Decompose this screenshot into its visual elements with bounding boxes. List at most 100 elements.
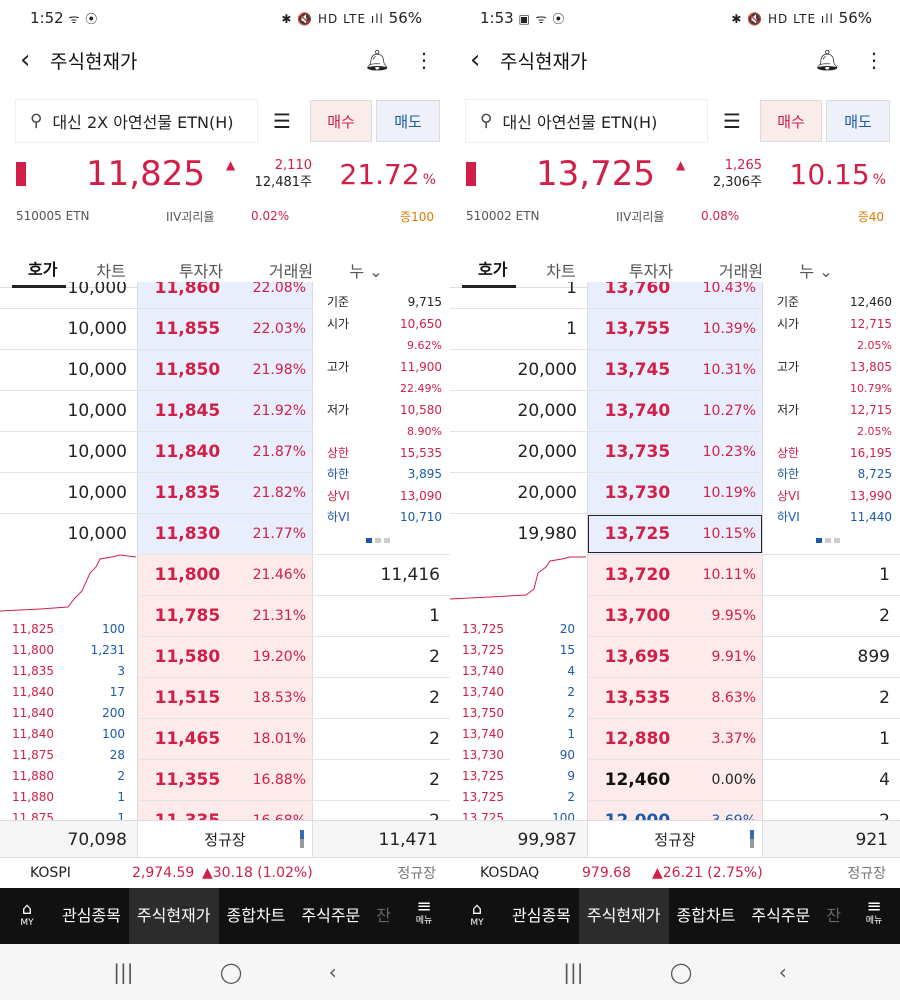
ask-row[interactable]: 10,000 11,845 21.92% bbox=[0, 391, 450, 432]
ask-price-cell[interactable]: 13,755 10.39% bbox=[587, 309, 763, 349]
nav-menu[interactable]: ≡ 메뉴 bbox=[398, 888, 450, 944]
home-button-icon[interactable]: ◯ bbox=[669, 960, 693, 984]
stock-search-input[interactable]: ⚲ 대신 아연선물 ETN(H) bbox=[465, 99, 708, 143]
bid-row[interactable]: 11,355 16.88% 2 bbox=[0, 760, 450, 801]
nav-balance[interactable]: 잔 bbox=[826, 906, 842, 925]
nav-current-price[interactable]: 주식현재가 bbox=[128, 888, 219, 944]
ask-row[interactable]: 19,980 13,725 10.15% bbox=[450, 514, 900, 555]
nav-watchlist[interactable]: 관심종목 bbox=[512, 906, 571, 925]
stock-search-input[interactable]: ⚲ 대신 2X 아연선물 ETN(H) bbox=[15, 99, 258, 143]
nav-order[interactable]: 주식주문 bbox=[751, 906, 811, 925]
market-index-bar[interactable]: KOSDAQ 979.68 ▲26.21 (2.75%) 정규장 bbox=[450, 858, 900, 888]
recent-apps-icon[interactable]: ||| bbox=[113, 960, 134, 984]
recent-apps-icon[interactable]: ||| bbox=[563, 960, 584, 984]
ask-row[interactable]: 20,000 13,735 10.23% bbox=[450, 432, 900, 473]
bid-price-cell[interactable]: 11,465 18.01% bbox=[137, 719, 313, 759]
sell-button[interactable]: 매도 bbox=[376, 100, 440, 142]
ask-price-cell[interactable]: 13,760 10.43% bbox=[587, 282, 763, 308]
nav-chart[interactable]: 종합차트 bbox=[676, 906, 736, 925]
tab-more[interactable]: 누 ⌄ bbox=[786, 258, 846, 282]
nav-balance[interactable]: 잔 bbox=[376, 906, 392, 925]
ask-price-cell[interactable]: 13,735 10.23% bbox=[587, 432, 763, 472]
bid-row[interactable]: 13,720 10.11% 1 bbox=[450, 555, 900, 596]
stock-list-icon[interactable]: ☰ bbox=[723, 109, 741, 133]
nav-watchlist[interactable]: 관심종목 bbox=[62, 906, 121, 925]
ask-price-cell[interactable]: 13,725 10.15% bbox=[587, 514, 763, 554]
bid-row[interactable]: 13,700 9.95% 2 bbox=[450, 596, 900, 637]
ask-row[interactable]: 10,000 11,860 22.08% bbox=[0, 282, 450, 309]
bid-price-cell[interactable]: 11,335 16.68% bbox=[137, 801, 313, 820]
market-index-bar[interactable]: KOSPI 2,974.59 ▲30.18 (1.02%) 정규장 bbox=[0, 858, 450, 888]
ask-row[interactable]: 10,000 11,850 21.98% bbox=[0, 350, 450, 391]
bid-price-cell[interactable]: 11,580 19.20% bbox=[137, 637, 313, 677]
bid-row[interactable]: 11,515 18.53% 2 bbox=[0, 678, 450, 719]
ask-price-cell[interactable]: 13,745 10.31% bbox=[587, 350, 763, 390]
ask-price-cell[interactable]: 13,740 10.27% bbox=[587, 391, 763, 431]
bid-row[interactable]: 11,800 21.46% 11,416 bbox=[0, 555, 450, 596]
back-arrow-icon[interactable]: ‹ bbox=[20, 45, 31, 75]
ask-row[interactable]: 10,000 11,840 21.87% bbox=[0, 432, 450, 473]
bell-icon[interactable]: 🔔︎ bbox=[814, 48, 840, 72]
tab-orderbook[interactable]: 호가 bbox=[12, 252, 66, 288]
more-vertical-icon[interactable]: ⋮ bbox=[414, 48, 434, 72]
bid-price-cell[interactable]: 12,460 0.00% bbox=[587, 760, 763, 800]
ask-price-cell[interactable]: 11,850 21.98% bbox=[137, 350, 313, 390]
tab-chart[interactable]: 차트 bbox=[546, 261, 576, 281]
bid-row[interactable]: 11,580 19.20% 2 bbox=[0, 637, 450, 678]
bid-row[interactable]: 11,335 16.68% 2 bbox=[0, 801, 450, 820]
bid-row[interactable]: 11,465 18.01% 2 bbox=[0, 719, 450, 760]
ask-price-cell[interactable]: 11,830 21.77% bbox=[137, 514, 313, 554]
back-button-icon[interactable]: ‹ bbox=[328, 960, 337, 984]
bell-icon[interactable]: 🔔︎ bbox=[364, 48, 390, 72]
tab-more[interactable]: 누 ⌄ bbox=[336, 258, 396, 282]
ask-price-cell[interactable]: 11,860 22.08% bbox=[137, 282, 313, 308]
ask-row[interactable]: 10,000 11,855 22.03% bbox=[0, 309, 450, 350]
ask-row[interactable]: 20,000 13,745 10.31% bbox=[450, 350, 900, 391]
tab-investor[interactable]: 투자자 bbox=[178, 261, 224, 281]
tab-broker[interactable]: 거래원 bbox=[718, 261, 764, 281]
bid-row[interactable]: 12,460 0.00% 4 bbox=[450, 760, 900, 801]
ask-price-cell[interactable]: 11,835 21.82% bbox=[137, 473, 313, 513]
tab-orderbook[interactable]: 호가 bbox=[462, 252, 516, 288]
tab-broker[interactable]: 거래원 bbox=[268, 261, 314, 281]
back-button-icon[interactable]: ‹ bbox=[778, 960, 787, 984]
bid-row[interactable]: 13,695 9.91% 899 bbox=[450, 637, 900, 678]
ask-row[interactable]: 10,000 11,835 21.82% bbox=[0, 473, 450, 514]
ask-price-cell[interactable]: 13,730 10.19% bbox=[587, 473, 763, 513]
ask-row[interactable]: 20,000 13,740 10.27% bbox=[450, 391, 900, 432]
nav-my[interactable]: ⌂ MY bbox=[0, 901, 54, 930]
bid-price-cell[interactable]: 13,535 8.63% bbox=[587, 678, 763, 718]
nav-order[interactable]: 주식주문 bbox=[301, 906, 361, 925]
sell-button[interactable]: 매도 bbox=[826, 100, 890, 142]
ask-price-cell[interactable]: 11,845 21.92% bbox=[137, 391, 313, 431]
back-arrow-icon[interactable]: ‹ bbox=[470, 45, 481, 75]
nav-menu[interactable]: ≡ 메뉴 bbox=[848, 888, 900, 944]
bid-price-cell[interactable]: 12,880 3.37% bbox=[587, 719, 763, 759]
tab-investor[interactable]: 투자자 bbox=[628, 261, 674, 281]
nav-current-price[interactable]: 주식현재가 bbox=[578, 888, 669, 944]
bid-row[interactable]: 12,880 3.37% 1 bbox=[450, 719, 900, 760]
ask-row[interactable]: 1 13,755 10.39% bbox=[450, 309, 900, 350]
bid-price-cell[interactable]: 11,800 21.46% bbox=[137, 555, 313, 595]
nav-chart[interactable]: 종합차트 bbox=[226, 906, 286, 925]
bid-row[interactable]: 12,000 -3.69% 2 bbox=[450, 801, 900, 820]
ask-row[interactable]: 20,000 13,730 10.19% bbox=[450, 473, 900, 514]
session-selector[interactable]: 정규장 bbox=[587, 821, 763, 857]
bid-price-cell[interactable]: 11,515 18.53% bbox=[137, 678, 313, 718]
bid-row[interactable]: 11,785 21.31% 1 bbox=[0, 596, 450, 637]
ask-row[interactable]: 1 13,760 10.43% bbox=[450, 282, 900, 309]
bid-price-cell[interactable]: 13,720 10.11% bbox=[587, 555, 763, 595]
session-selector[interactable]: 정규장 bbox=[137, 821, 313, 857]
bid-row[interactable]: 13,535 8.63% 2 bbox=[450, 678, 900, 719]
home-button-icon[interactable]: ◯ bbox=[219, 960, 243, 984]
bid-price-cell[interactable]: 13,700 9.95% bbox=[587, 596, 763, 636]
bid-price-cell[interactable]: 11,785 21.31% bbox=[137, 596, 313, 636]
bid-price-cell[interactable]: 11,355 16.88% bbox=[137, 760, 313, 800]
bid-price-cell[interactable]: 13,695 9.91% bbox=[587, 637, 763, 677]
buy-button[interactable]: 매수 bbox=[310, 100, 372, 142]
ask-price-cell[interactable]: 11,840 21.87% bbox=[137, 432, 313, 472]
ask-row[interactable]: 10,000 11,830 21.77% bbox=[0, 514, 450, 555]
more-vertical-icon[interactable]: ⋮ bbox=[864, 48, 884, 72]
buy-button[interactable]: 매수 bbox=[760, 100, 822, 142]
nav-my[interactable]: ⌂ MY bbox=[450, 901, 504, 930]
